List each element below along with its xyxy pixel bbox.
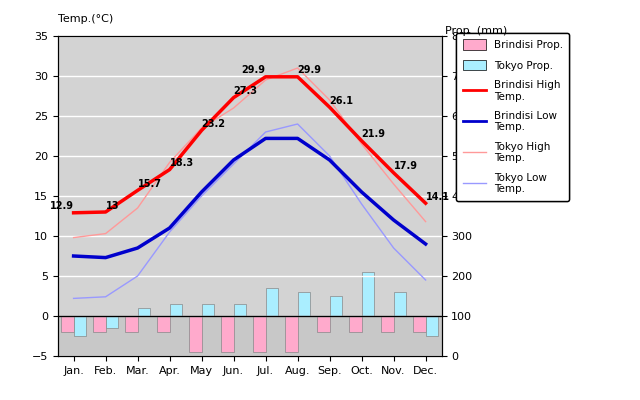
Bar xyxy=(170,304,182,316)
Bar xyxy=(330,296,342,316)
Bar xyxy=(362,272,374,316)
Text: 29.9: 29.9 xyxy=(242,66,266,76)
Text: 21.9: 21.9 xyxy=(362,130,385,140)
Text: 12.9: 12.9 xyxy=(50,202,74,212)
Bar xyxy=(266,288,278,316)
Bar xyxy=(381,316,394,332)
Text: Temp.(°C): Temp.(°C) xyxy=(58,14,113,24)
Bar xyxy=(426,316,438,336)
Text: 29.9: 29.9 xyxy=(298,66,322,76)
Bar xyxy=(234,304,246,316)
Bar xyxy=(157,316,170,332)
Bar xyxy=(106,316,118,328)
Bar xyxy=(93,316,106,332)
Bar xyxy=(413,316,426,332)
Bar xyxy=(298,292,310,316)
Text: 13: 13 xyxy=(106,201,119,211)
Bar xyxy=(349,316,362,332)
Bar xyxy=(138,308,150,316)
Text: 18.3: 18.3 xyxy=(170,158,194,168)
Text: 15.7: 15.7 xyxy=(138,179,161,189)
Text: 17.9: 17.9 xyxy=(394,162,418,172)
Bar xyxy=(74,316,86,336)
Bar xyxy=(285,316,298,352)
Legend: Brindisi Prop., Tokyo Prop., Brindisi High
Temp., Brindisi Low
Temp., Tokyo High: Brindisi Prop., Tokyo Prop., Brindisi Hi… xyxy=(456,33,570,201)
Bar xyxy=(58,316,442,356)
Bar xyxy=(394,292,406,316)
Text: 14.1: 14.1 xyxy=(426,192,450,202)
Text: 23.2: 23.2 xyxy=(202,119,226,129)
Bar xyxy=(202,304,214,316)
Bar xyxy=(253,316,266,352)
Text: 27.3: 27.3 xyxy=(234,86,258,96)
Bar xyxy=(61,316,74,332)
Bar xyxy=(221,316,234,352)
Text: Prop. (mm): Prop. (mm) xyxy=(445,26,507,36)
Bar xyxy=(125,316,138,332)
Text: 26.1: 26.1 xyxy=(330,96,354,106)
Bar xyxy=(189,316,202,352)
Bar xyxy=(317,316,330,332)
